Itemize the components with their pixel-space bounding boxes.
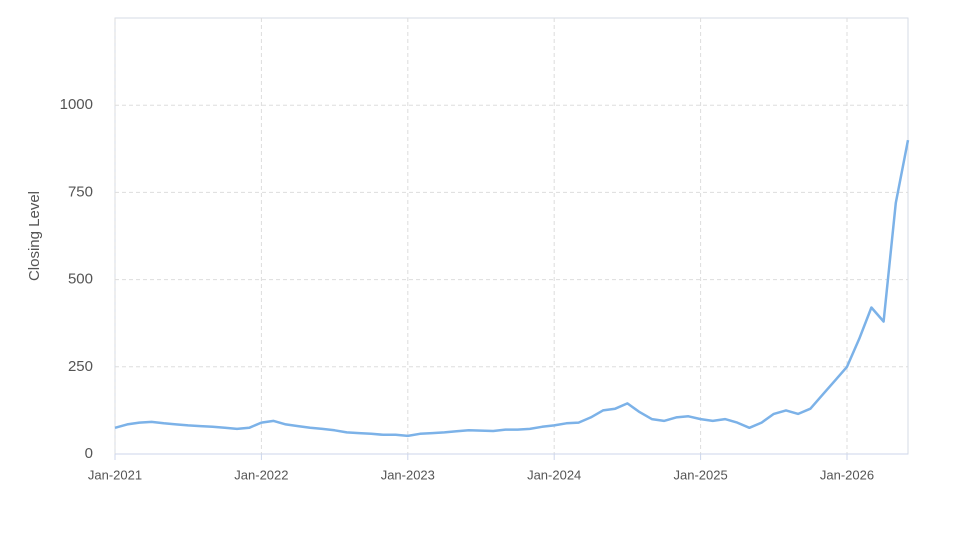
y-tick-label: 750 [68, 183, 93, 200]
y-tick-label: 1000 [60, 96, 93, 113]
x-tick-label: Jan-2026 [820, 467, 874, 482]
y-axis-label: Closing Level [26, 191, 43, 281]
y-tick-label: 0 [85, 445, 93, 462]
x-tick-label: Jan-2024 [527, 467, 581, 482]
x-tick-label: Jan-2022 [234, 467, 288, 482]
x-tick-label: Jan-2025 [673, 467, 727, 482]
data-line [114, 139, 910, 438]
x-tick-label: Jan-2021 [88, 467, 142, 482]
plot-frame [114, 17, 909, 455]
y-tick-label: 250 [68, 358, 93, 375]
y-tick-label: 500 [68, 271, 93, 288]
x-tick-label: Jan-2023 [381, 467, 435, 482]
